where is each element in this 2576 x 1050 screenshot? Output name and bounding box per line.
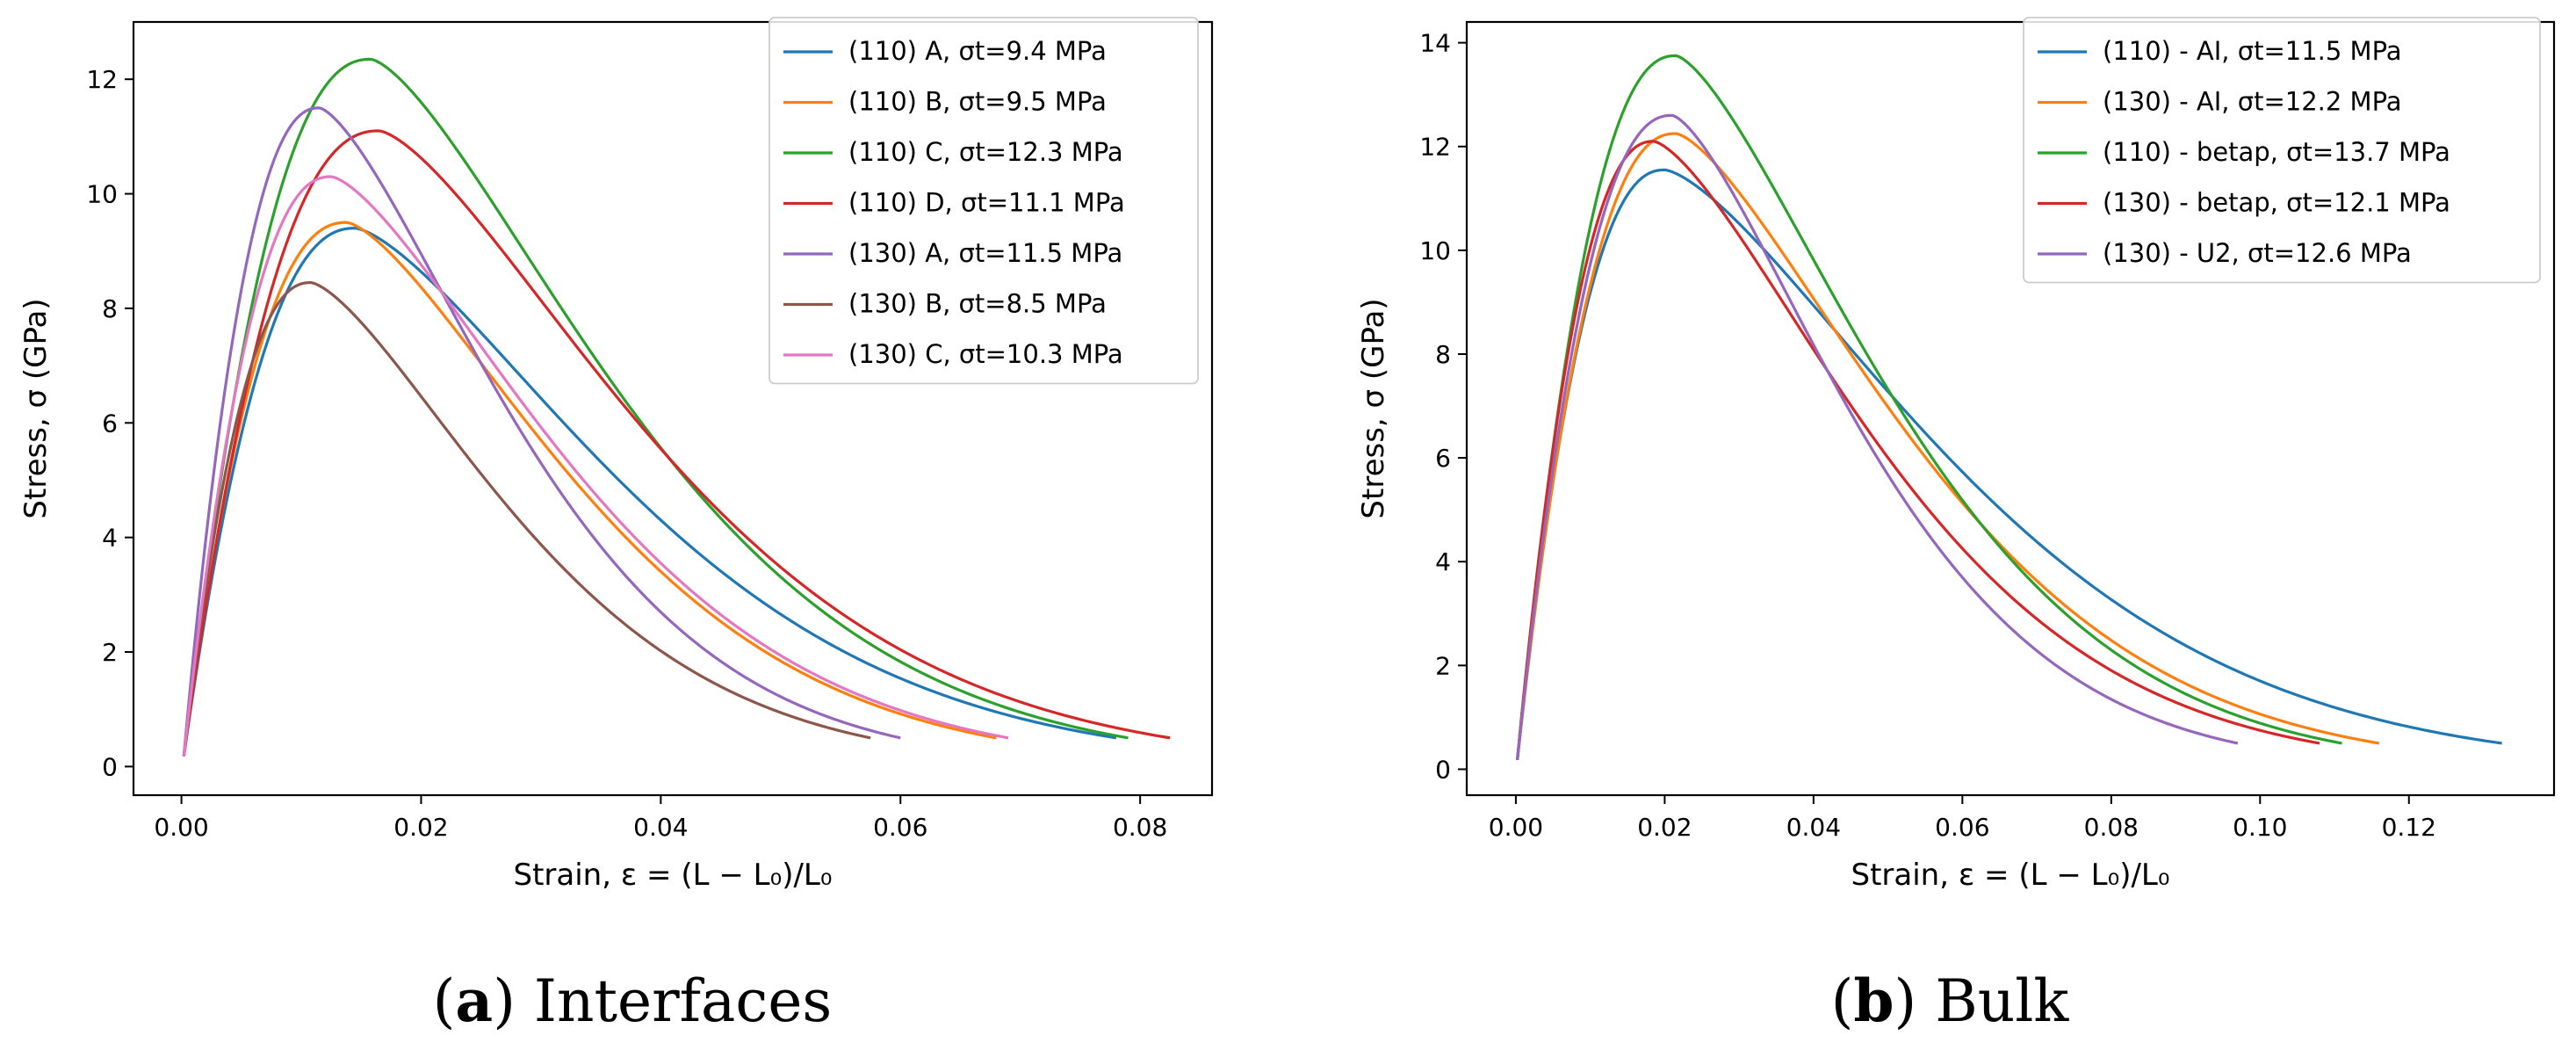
series-lines	[182, 57, 1171, 757]
x-tick-label: 0.04	[633, 813, 688, 842]
chart-panel-a: 0.00 0.02 0.04 0.06 0.08 0 2 4 6 8 10 12 Strain, ε =…	[18, 17, 1214, 1035]
caption-open-paren: (	[1831, 967, 1854, 1035]
series-line-3	[182, 129, 1171, 757]
panel-caption: (a) Interfaces	[433, 967, 833, 1035]
x-tick-label: 0.08	[2084, 813, 2139, 842]
legend-entry: (110) A, σt=9.4 MPa	[848, 36, 1107, 66]
y-tick-label: 6	[102, 409, 118, 438]
x-axis-label: Strain, ε = (L − L₀)/L₀	[514, 858, 833, 893]
caption-letter: a	[455, 967, 493, 1035]
series-line-4	[182, 106, 901, 757]
y-tick-label: 14	[1419, 29, 1451, 58]
y-axis-label: Stress, σ (GPa)	[18, 298, 54, 518]
series-line-2	[1516, 54, 2342, 760]
series-line-0	[182, 227, 1117, 757]
legend-box	[768, 17, 1199, 385]
legend-entry: (130) A, σt=11.5 MPa	[848, 238, 1122, 268]
legend-entry: (130) - U2, σt=12.6 MPa	[2103, 238, 2412, 268]
legend-entry: (110) - betap, σt=13.7 MPa	[2103, 137, 2450, 167]
y-tick-label: 8	[102, 294, 118, 323]
x-tick-label: 0.08	[1113, 813, 1167, 842]
plot-frame	[1465, 20, 2556, 797]
x-tick-label: 0.12	[2382, 813, 2436, 842]
y-tick-label: 12	[1419, 133, 1451, 162]
y-tick-label: 0	[102, 752, 118, 781]
y-tick-label: 8	[1435, 340, 1451, 369]
caption-close-paren: )	[493, 967, 534, 1035]
y-tick-label: 4	[102, 524, 118, 553]
x-axis-label: Strain, ε = (L − L₀)/L₀	[1851, 858, 2170, 893]
x-tick-label: 0.10	[2233, 813, 2287, 842]
x-tick-label: 0.00	[1489, 813, 1543, 842]
x-tick-label: 0.02	[393, 813, 448, 842]
legend-entry: (110) D, σt=11.1 MPa	[848, 188, 1125, 218]
caption-open-paren: (	[433, 967, 456, 1035]
y-axis-label: Stress, σ (GPa)	[1356, 298, 1391, 518]
x-tick-label: 0.06	[873, 813, 927, 842]
y-tick-label: 10	[86, 180, 118, 209]
series-lines	[1516, 54, 2502, 761]
legend-entry: (130) - betap, σt=12.1 MPa	[2103, 188, 2450, 218]
x-tick-label: 0.02	[1637, 813, 1692, 842]
legend-entry: (110) - AI, σt=11.5 MPa	[2103, 36, 2402, 66]
x-tick-label: 0.00	[154, 813, 208, 842]
caption-title: Bulk	[1935, 967, 2069, 1035]
y-tick-label: 10	[1419, 236, 1451, 265]
legend-entry: (130) - AI, σt=12.2 MPa	[2103, 87, 2402, 117]
series-line-5	[182, 280, 871, 757]
x-tick-label: 0.06	[1935, 813, 1989, 842]
caption-title: Interfaces	[534, 967, 832, 1035]
series-line-3	[1516, 140, 2320, 760]
y-tick-label: 2	[102, 638, 118, 667]
legend-entry: (130) B, σt=8.5 MPa	[848, 289, 1107, 319]
series-line-0	[1516, 168, 2502, 761]
chart-panel-b: 0.00 0.02 0.04 0.06 0.08 0.10 0.12 0 2 4 6 8 10 12 14 S…	[1356, 17, 2556, 1035]
series-line-1	[182, 221, 997, 757]
caption-close-paren: )	[1894, 967, 1936, 1035]
panel-caption: (b) Bulk	[1831, 967, 2070, 1035]
legend-entry: (110) C, σt=12.3 MPa	[848, 137, 1123, 167]
legend-entry: (110) B, σt=9.5 MPa	[848, 87, 1107, 117]
y-tick-label: 4	[1435, 547, 1451, 576]
plot-frame	[132, 20, 1214, 797]
series-line-6	[182, 175, 1009, 757]
legend-entry: (130) C, σt=10.3 MPa	[848, 339, 1123, 369]
y-tick-label: 6	[1435, 444, 1451, 473]
caption-letter: b	[1853, 967, 1894, 1035]
series-line-4	[1516, 113, 2239, 761]
series-line-1	[1516, 132, 2380, 761]
y-tick-label: 2	[1435, 651, 1451, 680]
y-tick-label: 12	[86, 65, 118, 94]
y-tick-label: 0	[1435, 755, 1451, 784]
legend-box	[2023, 17, 2541, 284]
x-tick-label: 0.04	[1786, 813, 1841, 842]
